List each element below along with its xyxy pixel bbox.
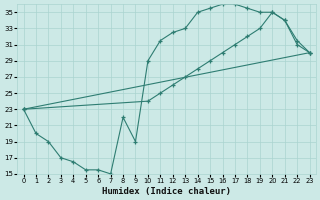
X-axis label: Humidex (Indice chaleur): Humidex (Indice chaleur)	[102, 187, 231, 196]
